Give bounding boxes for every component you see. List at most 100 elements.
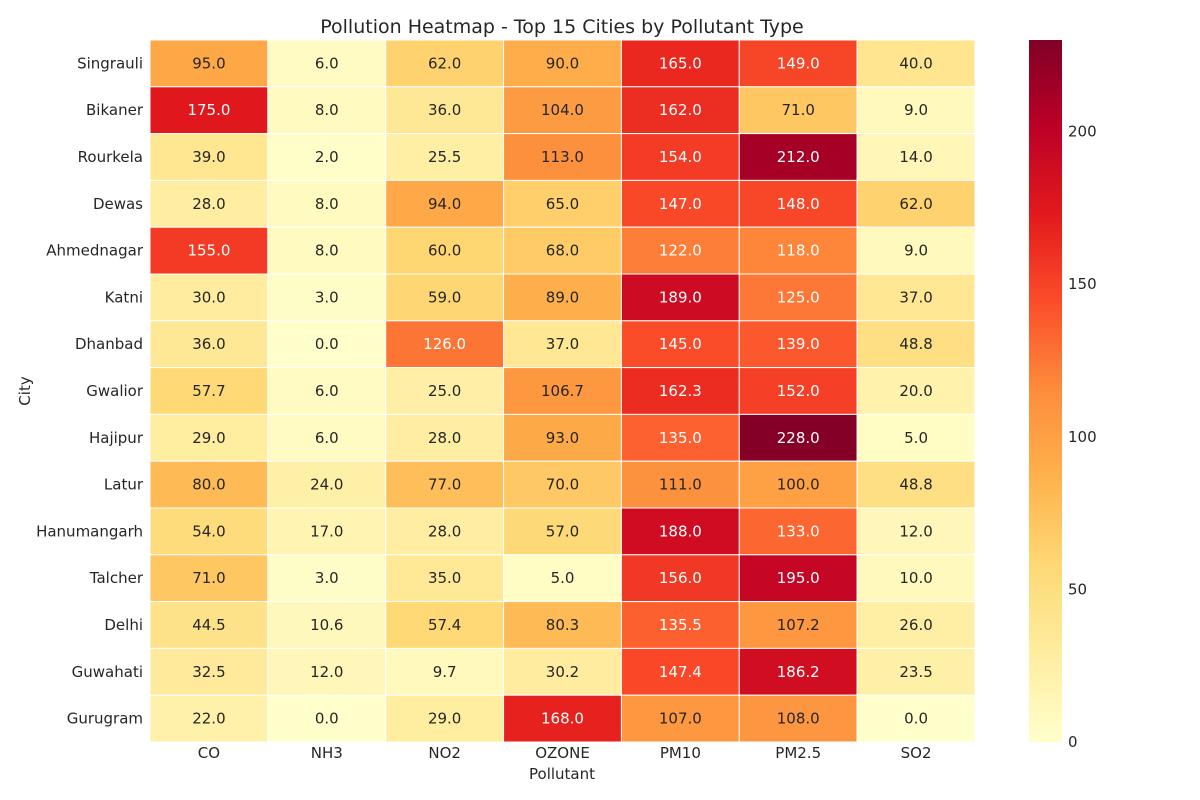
cell-value-label: 29.0 <box>192 429 225 447</box>
heatmap-cell <box>620 647 740 696</box>
heatmap-cell <box>149 320 269 369</box>
colorbar-tick-label: 200 <box>1068 123 1097 141</box>
heatmap-cell <box>856 507 976 556</box>
heatmap-cell <box>385 226 505 275</box>
cell-value-label: 147.4 <box>659 663 702 681</box>
cell-value-label: 28.0 <box>428 522 461 540</box>
cell-value-label: 189.0 <box>659 288 702 306</box>
heatmap-cell <box>856 367 976 415</box>
cell-value-label: 186.2 <box>777 663 820 681</box>
cell-value-label: 29.0 <box>428 710 461 728</box>
cell-value-label: 10.6 <box>310 616 343 634</box>
cell-value-label: 195.0 <box>777 569 820 587</box>
heatmap-cell <box>503 39 622 88</box>
cell-value-label: 107.0 <box>659 710 702 728</box>
cell-value-label: 25.5 <box>428 148 461 166</box>
heatmap-cell <box>385 647 505 696</box>
heatmap-cell <box>267 694 387 743</box>
heatmap-cell <box>620 320 740 369</box>
cell-value-label: 12.0 <box>310 663 343 681</box>
cell-value-label: 80.3 <box>546 616 579 634</box>
heatmap-cell <box>738 133 858 181</box>
heatmap-cell <box>856 86 976 135</box>
heatmap-cell <box>738 367 858 415</box>
heatmap-cell <box>503 179 622 228</box>
heatmap-cell <box>620 694 740 743</box>
cell-value-label: 111.0 <box>659 476 702 494</box>
cell-value-label: 2.0 <box>315 148 339 166</box>
x-tick-label: PM2.5 <box>775 744 821 762</box>
cell-value-label: 5.0 <box>904 429 928 447</box>
y-tick-label: Talcher <box>89 569 144 587</box>
cell-value-label: 62.0 <box>428 54 461 72</box>
cell-value-label: 94.0 <box>428 195 461 213</box>
chart-title: Pollution Heatmap - Top 15 Cities by Pol… <box>320 16 804 38</box>
cell-value-label: 48.8 <box>899 335 932 353</box>
cell-value-label: 25.0 <box>428 382 461 400</box>
heatmap-cell <box>620 460 740 509</box>
colorbar-tick-label: 150 <box>1068 275 1097 293</box>
x-tick-label: NH3 <box>311 744 343 762</box>
heatmap-cell <box>385 601 505 649</box>
heatmap-cell <box>267 133 387 181</box>
cell-value-label: 139.0 <box>777 335 820 353</box>
cell-value-label: 8.0 <box>315 101 339 119</box>
cell-value-label: 95.0 <box>192 54 225 72</box>
y-tick-label: Gwalior <box>86 382 144 400</box>
cell-value-label: 3.0 <box>315 569 339 587</box>
colorbar-ticks: 0 50 100 150 200 <box>1068 123 1097 751</box>
cell-value-label: 12.0 <box>899 522 932 540</box>
y-tick-label: Hanumangarh <box>36 522 143 540</box>
heatmap-cell <box>620 601 740 649</box>
heatmap-cell <box>503 601 622 649</box>
cell-value-label: 30.2 <box>546 663 579 681</box>
cell-value-label: 23.5 <box>899 663 932 681</box>
y-tick-label: Katni <box>105 288 143 306</box>
cell-value-label: 113.0 <box>541 148 584 166</box>
cell-value-label: 162.0 <box>659 101 702 119</box>
heatmap-cell <box>503 367 622 415</box>
heatmap-cell <box>149 694 269 743</box>
cell-value-label: 188.0 <box>659 522 702 540</box>
cell-value-label: 10.0 <box>899 569 932 587</box>
cell-value-label: 156.0 <box>659 569 702 587</box>
heatmap-cell <box>856 601 976 649</box>
heatmap-cells: 95.0 6.0 62.0 90.0 165.0 149.0 40.0 175.0 8.0 36.… <box>149 39 976 743</box>
heatmap-cell <box>738 179 858 228</box>
cell-value-label: 0.0 <box>315 710 339 728</box>
y-tick-label: Delhi <box>104 616 143 634</box>
heatmap-cell <box>503 647 622 696</box>
cell-value-label: 100.0 <box>777 476 820 494</box>
heatmap-cell <box>503 554 622 603</box>
heatmap-cell <box>856 320 976 369</box>
heatmap-cell <box>267 273 387 322</box>
heatmap-cell <box>856 460 976 509</box>
heatmap-cell <box>385 133 505 181</box>
cell-value-label: 6.0 <box>315 54 339 72</box>
heatmap-cell <box>267 367 387 415</box>
heatmap-cell <box>503 694 622 743</box>
heatmap-cell <box>620 133 740 181</box>
y-tick-label: Guwahati <box>72 663 143 681</box>
heatmap-cell <box>385 273 505 322</box>
x-tick-label: SO2 <box>901 744 932 762</box>
x-tick-label: OZONE <box>535 744 590 762</box>
heatmap-cell <box>620 554 740 603</box>
cell-value-label: 57.4 <box>428 616 461 634</box>
heatmap-cell <box>856 554 976 603</box>
x-tick-label: NO2 <box>428 744 461 762</box>
heatmap-cell <box>267 179 387 228</box>
cell-value-label: 26.0 <box>899 616 932 634</box>
cell-value-label: 30.0 <box>192 288 225 306</box>
heatmap-cell <box>738 694 858 743</box>
cell-value-label: 152.0 <box>777 382 820 400</box>
heatmap-cell <box>267 507 387 556</box>
cell-value-label: 8.0 <box>315 242 339 260</box>
cell-value-label: 36.0 <box>428 101 461 119</box>
cell-value-label: 54.0 <box>192 522 225 540</box>
y-tick-label: Rourkela <box>78 148 143 166</box>
heatmap-cell <box>503 507 622 556</box>
cell-value-label: 60.0 <box>428 242 461 260</box>
heatmap-cell <box>856 694 976 743</box>
